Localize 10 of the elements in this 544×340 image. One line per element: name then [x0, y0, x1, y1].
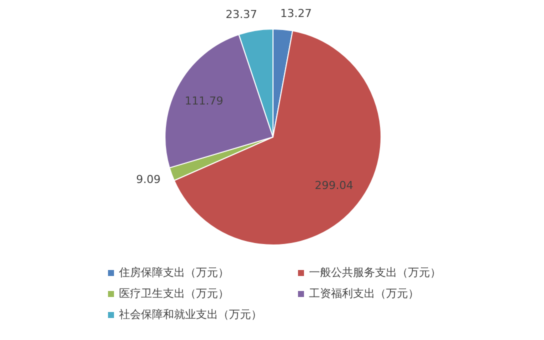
data-label: 13.27	[280, 7, 312, 20]
data-label: 23.37	[226, 8, 258, 22]
legend-label: 社会保障和就业支出（万元）	[119, 307, 262, 322]
legend-label: 一般公共服务支出（万元）	[309, 265, 441, 280]
legend-label: 工资福利支出（万元）	[309, 286, 419, 301]
data-label: 9.09	[136, 173, 161, 186]
data-label: 111.79	[184, 94, 224, 108]
data-label: 299.04	[314, 178, 354, 192]
legend-label: 住房保障支出（万元）	[119, 265, 229, 280]
legend-label: 医疗卫生支出（万元）	[119, 286, 229, 301]
